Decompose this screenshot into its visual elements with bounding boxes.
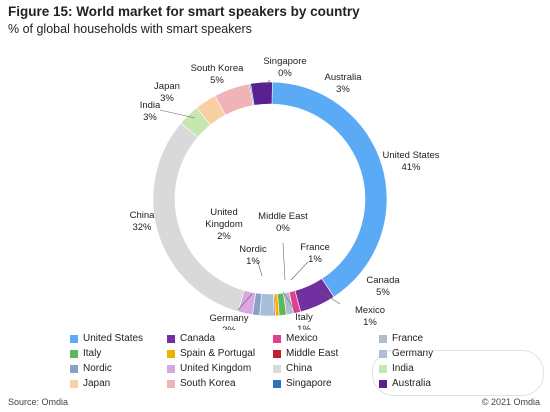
legend-item-mexico: Mexico — [273, 332, 379, 345]
data-label-singapore: Singapore 0% — [263, 56, 306, 79]
data-label-france: France 1% — [300, 242, 330, 265]
legend-item-japan: Japan — [70, 377, 167, 390]
donut-slices — [152, 81, 388, 317]
legend-label: Spain & Portugal — [180, 348, 256, 359]
chart-subtitle: % of global households with smart speake… — [8, 22, 252, 36]
legend-label: Australia — [392, 378, 431, 389]
slice-labels: United States 41% Canada 5% Mexico 1% France 1%… — [130, 56, 440, 330]
leader-line-middle-east — [282, 242, 286, 281]
legend-item-italy: Italy — [70, 347, 167, 360]
legend-item-middle-east: Middle East — [273, 347, 379, 360]
legend-swatch — [273, 349, 281, 358]
data-label-italy: Italy 1% — [295, 312, 313, 330]
legend-item-united-kingdom: United Kingdom — [167, 362, 273, 375]
legend-label: Middle East — [286, 348, 339, 359]
legend-swatch — [273, 379, 281, 388]
legend-item-united-states: United States — [70, 332, 167, 345]
legend-swatch — [167, 349, 175, 358]
legend-item-singapore: Singapore — [273, 377, 379, 390]
legend-item-south-korea: South Korea — [167, 377, 273, 390]
legend-label: Canada — [180, 333, 216, 344]
legend-item-nordic: Nordic — [70, 362, 167, 375]
legend-swatch — [273, 364, 281, 373]
legend-label: France — [392, 333, 424, 344]
legend-swatch — [70, 334, 78, 343]
legend-label: Germany — [392, 348, 434, 359]
source-note: Source: Omdia — [8, 397, 69, 407]
legend-label: Singapore — [286, 378, 332, 389]
legend-swatch — [167, 364, 175, 373]
data-label-south-korea: South Korea 5% — [191, 63, 245, 86]
legend-label: United Kingdom — [180, 363, 252, 374]
data-label-australia: Australia 3% — [325, 72, 363, 95]
donut-chart: United States 41% Canada 5% Mexico 1% France 1%… — [130, 56, 440, 330]
legend-item-china: China — [273, 362, 379, 375]
leader-line-france — [290, 261, 309, 281]
slice-united-states — [269, 81, 388, 298]
chart-title: Figure 15: World market for smart speake… — [8, 4, 360, 19]
leader-line-nordic — [257, 261, 263, 277]
legend-label: United States — [83, 333, 144, 344]
data-label-middle-east: Middle East 0% — [258, 211, 308, 234]
leader-line-mexico — [319, 290, 341, 305]
legend-label: Italy — [83, 348, 102, 359]
leader-line-india — [159, 109, 196, 119]
legend-swatch — [167, 334, 175, 343]
copyright-note: © 2021 Omdia — [481, 397, 540, 407]
leader-lines — [159, 79, 341, 313]
data-label-india: India 3% — [140, 100, 161, 123]
data-label-mexico: Mexico 1% — [355, 305, 385, 328]
leader-line-singapore — [265, 79, 271, 85]
watermark-logo — [372, 350, 544, 396]
leader-line-italy — [282, 291, 297, 313]
slice-germany — [259, 293, 275, 317]
legend-label: Japan — [83, 378, 111, 389]
legend-label: China — [286, 363, 313, 374]
data-label-nordic: Nordic 1% — [239, 244, 267, 267]
legend-label: Mexico — [286, 333, 318, 344]
legend-swatch — [70, 379, 78, 388]
legend-label: South Korea — [180, 378, 236, 389]
legend-item-spain-portugal: Spain & Portugal — [167, 347, 273, 360]
legend-label: India — [392, 363, 414, 374]
data-label-germany: Germany2% — [209, 313, 248, 330]
legend-swatch — [273, 334, 281, 343]
legend-swatch — [70, 349, 78, 358]
data-label-japan: Japan 3% — [154, 81, 180, 104]
slice-australia — [250, 81, 273, 106]
legend-item-france: France — [379, 332, 479, 345]
legend-swatch — [379, 334, 387, 343]
data-label-united-states: United States 41% — [382, 150, 439, 173]
legend-label: Nordic — [83, 363, 112, 374]
legend-swatch — [70, 364, 78, 373]
data-label-canada: Canada 5% — [366, 275, 400, 298]
data-label-china: China 32% — [130, 210, 156, 233]
data-label-united-kingdom: United Kingdom 2% — [205, 207, 243, 242]
legend-swatch — [167, 379, 175, 388]
leader-line-germany — [237, 293, 253, 311]
legend-item-canada: Canada — [167, 332, 273, 345]
